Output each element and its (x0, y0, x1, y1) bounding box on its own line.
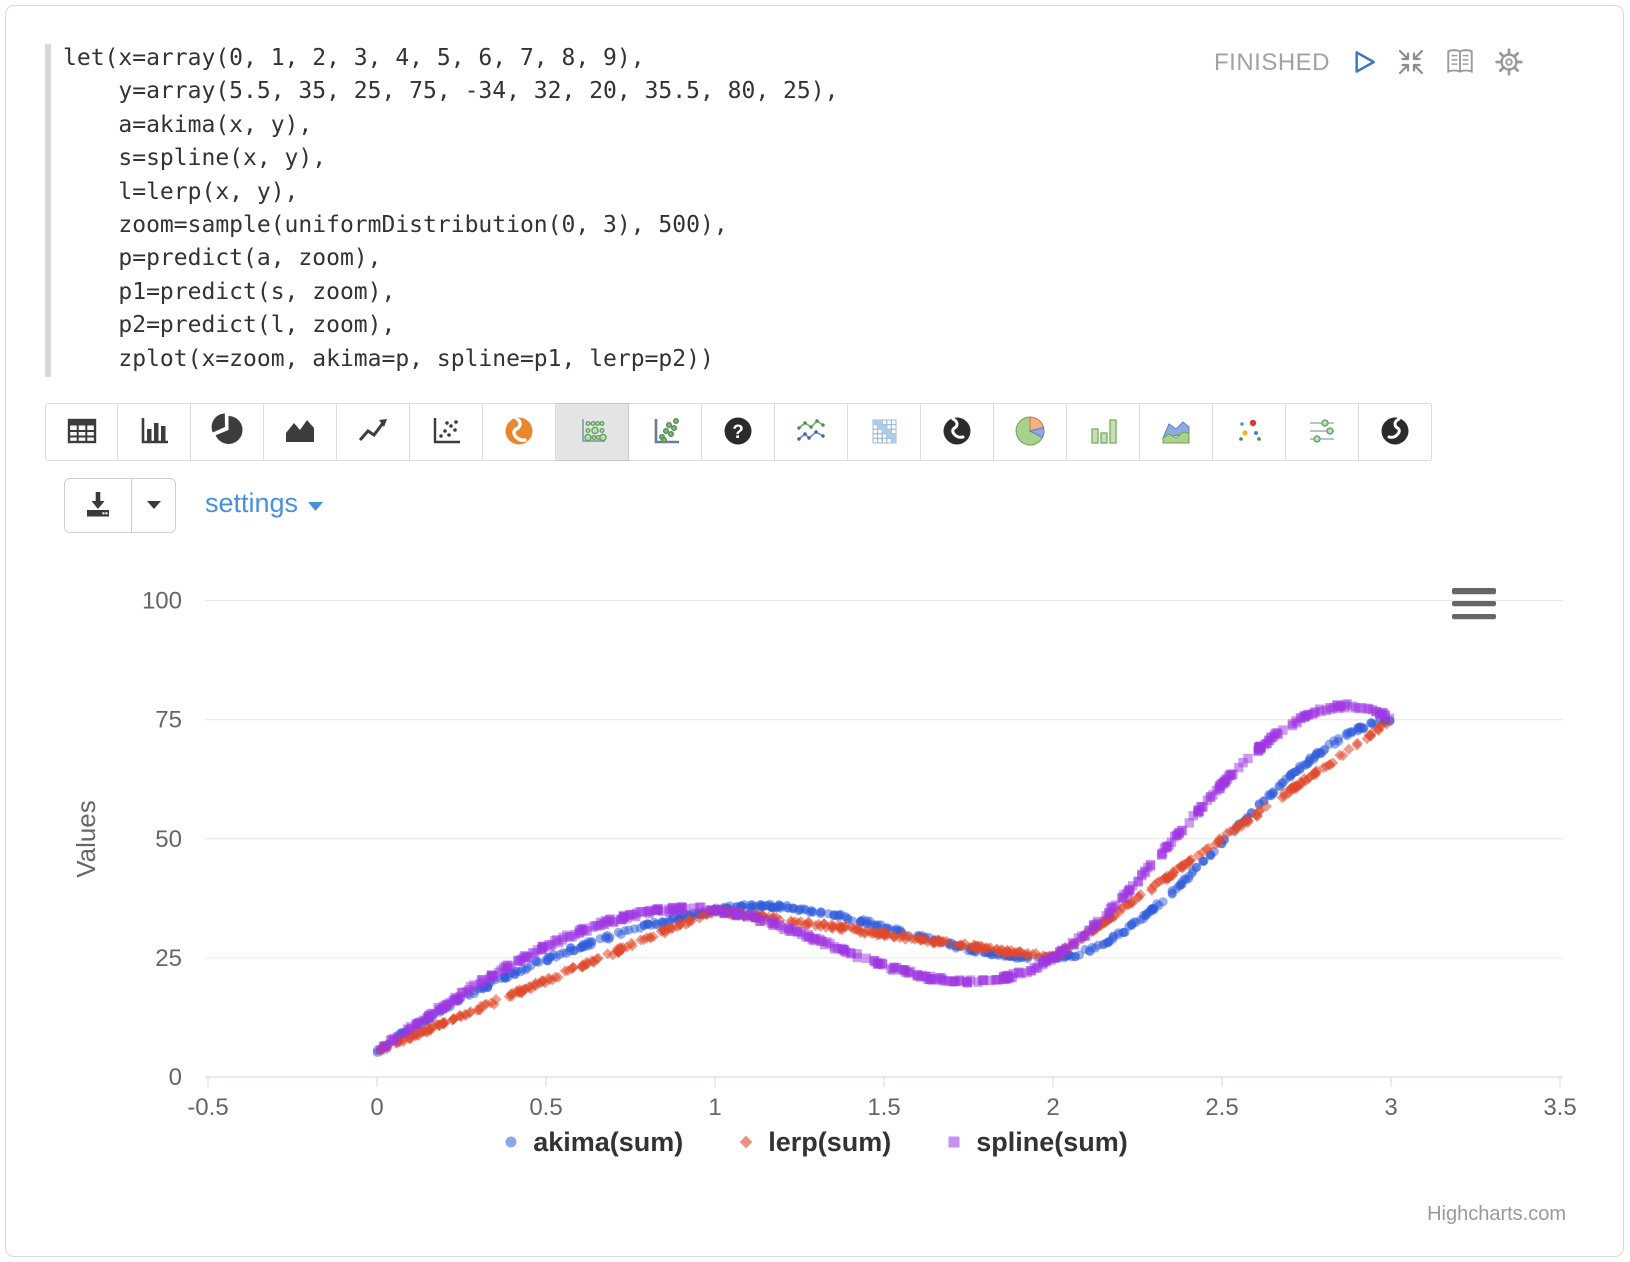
scatter-chart-green-icon (645, 411, 685, 454)
chart-type-display-settings[interactable] (1286, 403, 1359, 461)
x-tick-label: 1 (708, 1094, 721, 1121)
help-icon: ? (718, 411, 758, 454)
bubble-chart-icon (572, 411, 612, 454)
x-tick-label: 0.5 (529, 1094, 562, 1121)
chart-type-scatter-chart-green[interactable] (629, 403, 702, 461)
chart-type-help[interactable]: ? (702, 403, 775, 461)
legend-label: akima(sum) (533, 1127, 684, 1157)
x-tick-label: 1.5 (867, 1094, 900, 1121)
legend-item-spline-sum-[interactable]: spline(sum) (945, 1127, 1128, 1158)
paragraph-status-row: FINISHED (1214, 46, 1526, 80)
area-chart-icon (280, 411, 320, 454)
y-tick-label: 100 (142, 588, 182, 615)
book-icon (1444, 46, 1476, 81)
bar-chart-icon (134, 411, 174, 454)
y-axis-title: Values (71, 800, 101, 878)
scatter-chart-icon (426, 411, 466, 454)
chart-type-line-point-chart[interactable] (775, 403, 848, 461)
hamburger-icon (1452, 588, 1496, 594)
chart-type-pie-chart-color[interactable] (994, 403, 1067, 461)
scatter-chart-color-icon (1229, 411, 1269, 454)
data-table-icon (62, 411, 102, 454)
chart-context-menu-button[interactable] (1452, 588, 1496, 619)
caret-down-icon (146, 498, 162, 513)
show-editor-button[interactable] (1443, 46, 1477, 80)
chart-type-bar-chart-color[interactable] (1067, 403, 1140, 461)
bar-chart-color-icon (1083, 411, 1123, 454)
svg-text:?: ? (732, 422, 744, 443)
paragraph-settings-button[interactable] (1492, 46, 1526, 80)
y-tick-label: 0 (169, 1064, 182, 1091)
map-globe-orange-icon (499, 411, 539, 454)
chart-type-globe-dark-2[interactable] (1359, 403, 1432, 461)
download-icon (81, 488, 115, 523)
legend-label: spline(sum) (976, 1127, 1128, 1157)
chart-type-scatter-chart[interactable] (410, 403, 483, 461)
editor-gutter-bar (45, 44, 51, 377)
chart-type-globe-dark[interactable] (921, 403, 994, 461)
y-tick-label: 75 (155, 707, 182, 734)
legend-item-akima-sum-[interactable]: akima(sum) (502, 1127, 683, 1158)
globe-dark-icon (937, 411, 977, 454)
chart-type-line-chart[interactable] (337, 403, 410, 461)
run-button[interactable] (1345, 46, 1379, 80)
settings-toggle[interactable]: settings (205, 488, 324, 519)
status-badge: FINISHED (1213, 49, 1330, 76)
chart-type-bubble-chart[interactable] (556, 403, 629, 461)
display-settings-icon (1302, 411, 1342, 454)
x-tick-label: -0.5 (187, 1094, 228, 1121)
chart-type-map-globe-orange[interactable] (483, 403, 556, 461)
x-tick-label: 2.5 (1205, 1094, 1238, 1121)
x-tick-label: 2 (1046, 1094, 1059, 1121)
chart-type-scatter-chart-color[interactable] (1213, 403, 1286, 461)
gear-icon (1493, 46, 1525, 81)
highcharts-credits[interactable]: Highcharts.com (1427, 1203, 1566, 1225)
y-tick-label: 25 (155, 945, 182, 972)
legend-label: lerp(sum) (768, 1127, 892, 1157)
pie-chart-icon (207, 411, 247, 454)
legend-marker-square (945, 1127, 963, 1158)
chart-type-bar-chart[interactable] (118, 403, 191, 461)
chart-type-pie-chart[interactable] (191, 403, 264, 461)
download-options-button[interactable] (131, 479, 175, 532)
chart-type-area-chart-color[interactable] (1140, 403, 1213, 461)
x-tick-label: 3.5 (1543, 1094, 1576, 1121)
code-editor[interactable]: let(x=array(0, 1, 2, 3, 4, 5, 6, 7, 8, 9… (63, 45, 839, 372)
collapse-arrows-icon (1396, 47, 1426, 80)
y-tick-label: 50 (155, 826, 182, 853)
download-button[interactable] (65, 479, 131, 532)
collapse-output-button[interactable] (1394, 46, 1428, 80)
globe-dark-2-icon (1375, 411, 1415, 454)
play-icon (1346, 46, 1378, 81)
chart-type-area-chart[interactable] (264, 403, 337, 461)
area-chart-color-icon (1156, 411, 1196, 454)
x-tick-label: 3 (1384, 1094, 1397, 1121)
download-button-group (64, 478, 176, 533)
legend-item-lerp-sum-[interactable]: lerp(sum) (737, 1127, 891, 1158)
settings-label: settings (205, 488, 299, 518)
line-chart-icon (353, 411, 393, 454)
heatmap-chart-icon (864, 411, 904, 454)
legend-marker-circle (502, 1127, 520, 1158)
settings-caret-icon (307, 488, 324, 519)
line-point-chart-icon (791, 411, 831, 454)
chart-type-data-table[interactable] (45, 403, 118, 461)
chart-legend: akima(sum) lerp(sum) spline(sum) (0, 1127, 1630, 1158)
x-tick-label: 0 (370, 1094, 383, 1121)
series-spline-sum- (375, 699, 1395, 1055)
pie-chart-color-icon (1010, 411, 1050, 454)
chart-type-toolbar: ? (45, 403, 1432, 461)
legend-marker-diamond (737, 1127, 755, 1158)
chart-type-heatmap-chart[interactable] (848, 403, 921, 461)
